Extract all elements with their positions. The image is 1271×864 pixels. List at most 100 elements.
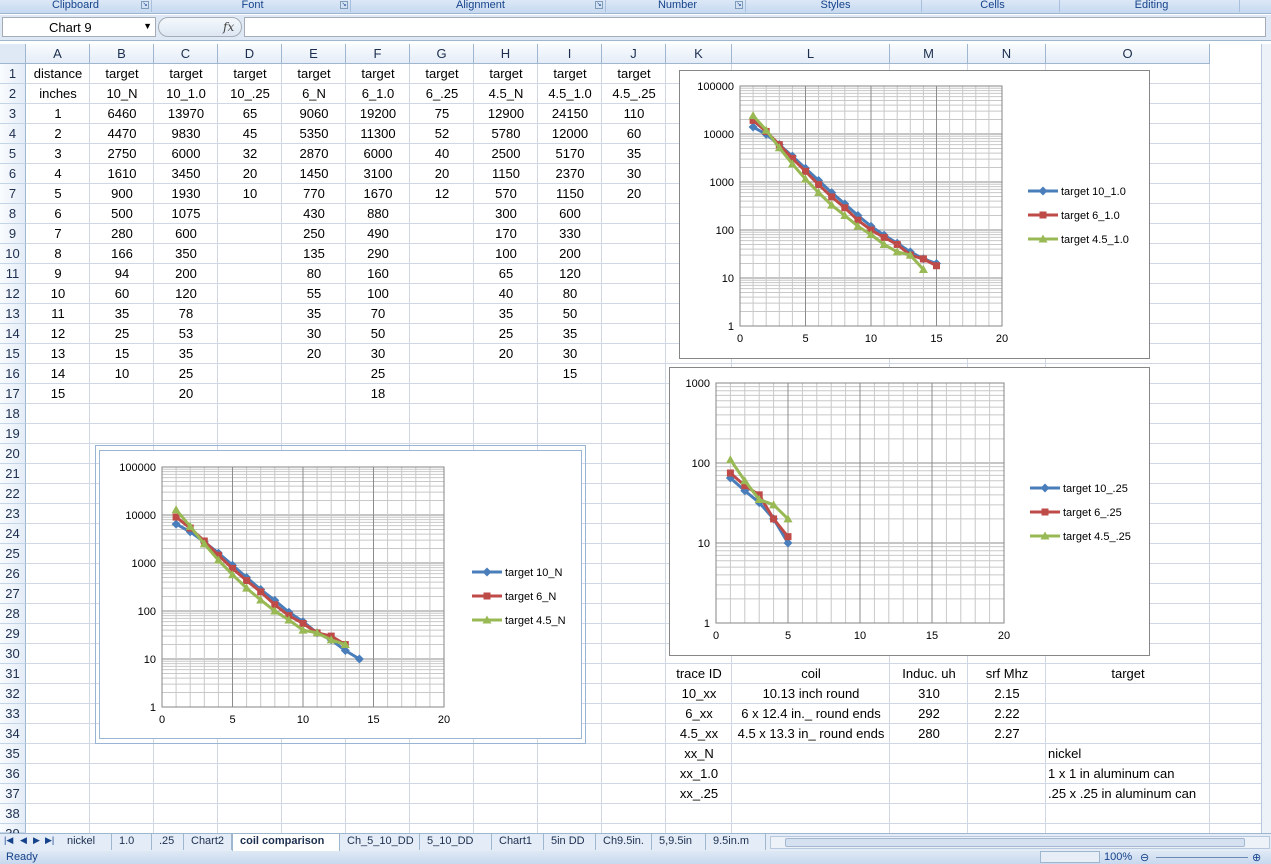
- row-header[interactable]: 29: [0, 624, 26, 644]
- cell[interactable]: 8: [54, 246, 62, 261]
- dialog-launcher-icon[interactable]: ↘: [595, 1, 603, 9]
- cell[interactable]: 6 x 12.4 in._ round ends: [741, 706, 881, 721]
- cell[interactable]: 25: [498, 326, 514, 341]
- data-point-triangle[interactable]: [783, 514, 793, 523]
- column-header[interactable]: M: [890, 44, 968, 64]
- data-point-triangle[interactable]: [1040, 531, 1050, 540]
- cell[interactable]: target: [233, 66, 267, 81]
- cell[interactable]: 60: [626, 126, 642, 141]
- row-header[interactable]: 4: [0, 124, 26, 144]
- row-header[interactable]: 13: [0, 304, 26, 324]
- cell[interactable]: xx_.25: [679, 786, 719, 801]
- cell[interactable]: 6_1.0: [361, 86, 395, 101]
- cell[interactable]: 70: [370, 306, 386, 321]
- cell[interactable]: 15: [562, 366, 578, 381]
- cell[interactable]: target: [425, 66, 459, 81]
- cell[interactable]: 490: [367, 226, 389, 241]
- cell[interactable]: 2: [54, 126, 62, 141]
- row-header[interactable]: 34: [0, 724, 26, 744]
- sheet-tab[interactable]: Ch_5_10_DD: [340, 834, 420, 850]
- cell[interactable]: 1150: [556, 186, 584, 201]
- data-point-square[interactable]: [271, 601, 279, 609]
- cell[interactable]: 78: [178, 306, 194, 321]
- cell[interactable]: 65: [242, 106, 258, 121]
- cell[interactable]: 100: [367, 286, 389, 301]
- cell[interactable]: 20: [178, 386, 194, 401]
- cell[interactable]: 200: [559, 246, 581, 261]
- cell[interactable]: 135: [303, 246, 325, 261]
- data-point-triangle[interactable]: [284, 615, 294, 624]
- cell[interactable]: 1: [54, 106, 62, 121]
- column-header[interactable]: C: [154, 44, 218, 64]
- data-point-triangle[interactable]: [270, 606, 280, 615]
- next-sheet-icon[interactable]: ▶: [33, 835, 40, 845]
- row-header[interactable]: 2: [0, 84, 26, 104]
- cell[interactable]: 4.5_xx: [679, 726, 719, 741]
- row-header[interactable]: 14: [0, 324, 26, 344]
- column-header[interactable]: E: [282, 44, 346, 64]
- cell[interactable]: xx_N: [684, 746, 714, 761]
- cell[interactable]: 10_N: [106, 86, 138, 101]
- data-point-triangle[interactable]: [905, 250, 915, 259]
- data-point-triangle[interactable]: [769, 500, 779, 509]
- data-point-triangle[interactable]: [787, 159, 797, 168]
- data-point-square[interactable]: [784, 533, 792, 541]
- data-point-triangle[interactable]: [340, 640, 350, 649]
- cell[interactable]: 290: [367, 246, 389, 261]
- data-point-diamond[interactable]: [783, 538, 793, 548]
- sheet-tab[interactable]: 5in DD: [544, 834, 596, 850]
- column-header[interactable]: D: [218, 44, 282, 64]
- cell[interactable]: 1150: [492, 166, 520, 181]
- cell[interactable]: 6000: [363, 146, 393, 161]
- view-buttons[interactable]: [1040, 851, 1100, 863]
- data-point-diamond[interactable]: [340, 646, 350, 656]
- cell[interactable]: 2.27: [994, 726, 1020, 741]
- data-point-triangle[interactable]: [748, 111, 758, 120]
- data-point-diamond[interactable]: [1038, 186, 1048, 196]
- cell[interactable]: 9: [54, 266, 62, 281]
- cell[interactable]: 45: [242, 126, 258, 141]
- first-sheet-icon[interactable]: |◀: [4, 835, 14, 845]
- zoom-out-icon[interactable]: ⊖: [1140, 852, 1150, 864]
- row-header[interactable]: 33: [0, 704, 26, 724]
- cell[interactable]: 600: [175, 226, 197, 241]
- sheet-tab[interactable]: .25: [152, 834, 184, 850]
- data-point-square[interactable]: [299, 619, 307, 627]
- row-header[interactable]: 15: [0, 344, 26, 364]
- data-point-triangle[interactable]: [256, 595, 266, 604]
- data-point-square[interactable]: [243, 577, 251, 585]
- row-header[interactable]: 19: [0, 424, 26, 444]
- sheet-tab[interactable]: Ch9.5in.: [596, 834, 652, 850]
- cell[interactable]: 35: [626, 146, 642, 161]
- data-point-diamond[interactable]: [482, 567, 492, 577]
- cell[interactable]: 10: [242, 186, 258, 201]
- row-header[interactable]: 37: [0, 784, 26, 804]
- vertical-scrollbar[interactable]: [1261, 44, 1271, 833]
- cell[interactable]: 570: [495, 186, 517, 201]
- cell[interactable]: 4.5_.25: [612, 86, 656, 101]
- cell[interactable]: srf Mhz: [985, 666, 1029, 681]
- data-point-triangle[interactable]: [754, 494, 764, 503]
- cell[interactable]: 500: [111, 206, 133, 221]
- cell[interactable]: 12000: [551, 126, 589, 141]
- data-point-diamond[interactable]: [185, 527, 195, 537]
- row-header[interactable]: 26: [0, 564, 26, 584]
- cell[interactable]: 2370: [555, 166, 585, 181]
- sheet-tab[interactable]: coil comparison: [232, 834, 340, 852]
- cell[interactable]: 55: [306, 286, 322, 301]
- cell[interactable]: 1930: [171, 186, 201, 201]
- chart-selection-frame[interactable]: [95, 445, 586, 744]
- row-header[interactable]: 17: [0, 384, 26, 404]
- data-point-triangle[interactable]: [228, 570, 237, 579]
- formula-input[interactable]: [244, 17, 1266, 37]
- cell[interactable]: 120: [175, 286, 197, 301]
- row-header[interactable]: 24: [0, 524, 26, 544]
- cell[interactable]: 200: [175, 266, 197, 281]
- cell[interactable]: 880: [367, 206, 389, 221]
- cell[interactable]: 75: [434, 106, 450, 121]
- cell[interactable]: 25: [178, 366, 194, 381]
- cell[interactable]: 4.5_N: [488, 86, 524, 101]
- column-header[interactable]: A: [26, 44, 90, 64]
- data-point-square[interactable]: [867, 226, 875, 234]
- dialog-launcher-icon[interactable]: ↘: [340, 1, 348, 9]
